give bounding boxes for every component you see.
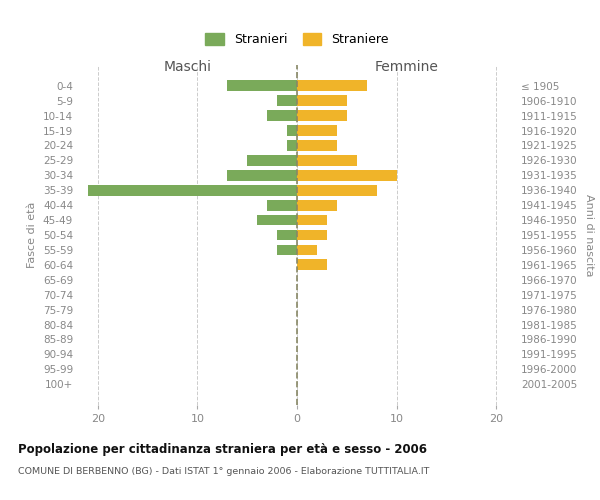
Bar <box>297 80 367 91</box>
Bar <box>267 200 297 210</box>
Text: COMUNE DI BERBENNO (BG) - Dati ISTAT 1° gennaio 2006 - Elaborazione TUTTITALIA.I: COMUNE DI BERBENNO (BG) - Dati ISTAT 1° … <box>18 468 430 476</box>
Legend: Stranieri, Straniere: Stranieri, Straniere <box>199 27 395 52</box>
Bar <box>297 155 357 166</box>
Y-axis label: Fasce di età: Fasce di età <box>28 202 37 268</box>
Bar <box>297 260 327 270</box>
Bar <box>257 214 297 226</box>
Text: Femmine: Femmine <box>374 60 439 74</box>
Bar <box>277 244 297 256</box>
Bar <box>297 140 337 151</box>
Text: Popolazione per cittadinanza straniera per età e sesso - 2006: Popolazione per cittadinanza straniera p… <box>18 442 427 456</box>
Bar <box>297 230 327 240</box>
Y-axis label: Anni di nascita: Anni di nascita <box>584 194 594 276</box>
Bar <box>227 80 297 91</box>
Bar <box>297 170 397 180</box>
Bar <box>287 125 297 136</box>
Bar <box>227 170 297 180</box>
Bar <box>297 214 327 226</box>
Bar <box>297 96 347 106</box>
Bar <box>88 185 297 196</box>
Bar <box>247 155 297 166</box>
Bar <box>297 125 337 136</box>
Bar <box>287 140 297 151</box>
Bar <box>277 96 297 106</box>
Bar <box>277 230 297 240</box>
Bar <box>297 200 337 210</box>
Bar <box>297 244 317 256</box>
Bar <box>267 110 297 121</box>
Bar <box>297 110 347 121</box>
Text: Maschi: Maschi <box>163 60 212 74</box>
Bar <box>297 185 377 196</box>
